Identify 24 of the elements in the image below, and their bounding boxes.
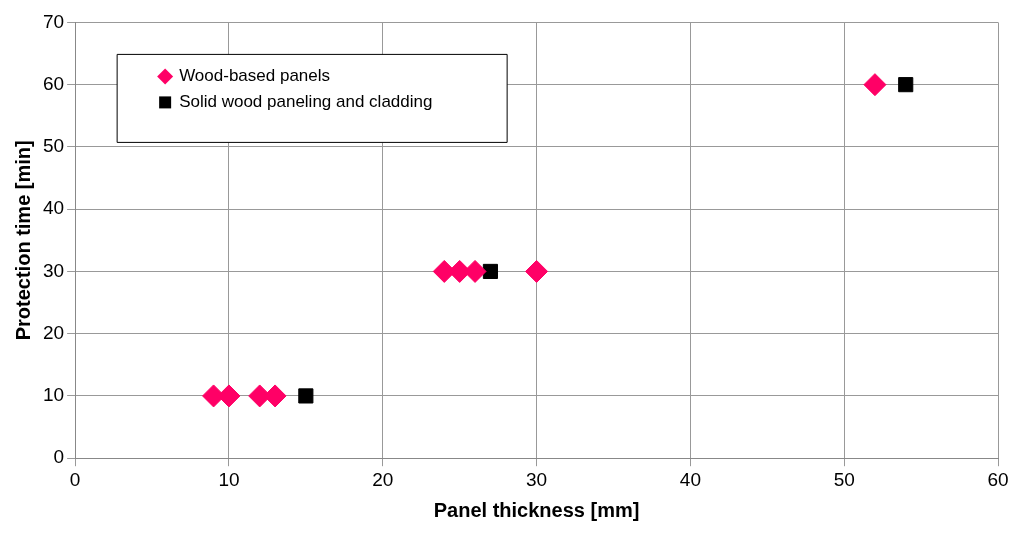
x-tick-label: 20 <box>372 468 394 490</box>
x-tick-label: 0 <box>69 468 81 490</box>
point <box>863 73 887 97</box>
y-tick-label: 70 <box>42 10 65 32</box>
y-tick-label: 0 <box>53 446 65 468</box>
y-tick-label: 40 <box>42 197 65 219</box>
point <box>298 388 314 404</box>
legend-label: Wood-based panels <box>179 66 331 86</box>
point <box>898 77 914 93</box>
y-tick-label: 60 <box>42 72 65 94</box>
x-tick-label: 10 <box>218 468 240 490</box>
y-axis-title: Protection time [min] <box>11 140 34 341</box>
y-tick-label: 20 <box>42 321 65 343</box>
y-tick-label: 10 <box>42 384 65 406</box>
y-tick-label: 30 <box>42 259 65 281</box>
x-axis-title: Panel thickness [mm] <box>433 498 640 521</box>
x-tick-label: 40 <box>679 468 701 490</box>
legend-label: Solid wood paneling and cladding <box>179 92 433 112</box>
x-tick-label: 60 <box>987 468 1009 490</box>
x-tick-label: 50 <box>833 468 855 490</box>
x-tick-label: 30 <box>526 468 548 490</box>
y-tick-label: 50 <box>42 135 65 157</box>
point <box>482 263 498 279</box>
point <box>525 259 549 283</box>
